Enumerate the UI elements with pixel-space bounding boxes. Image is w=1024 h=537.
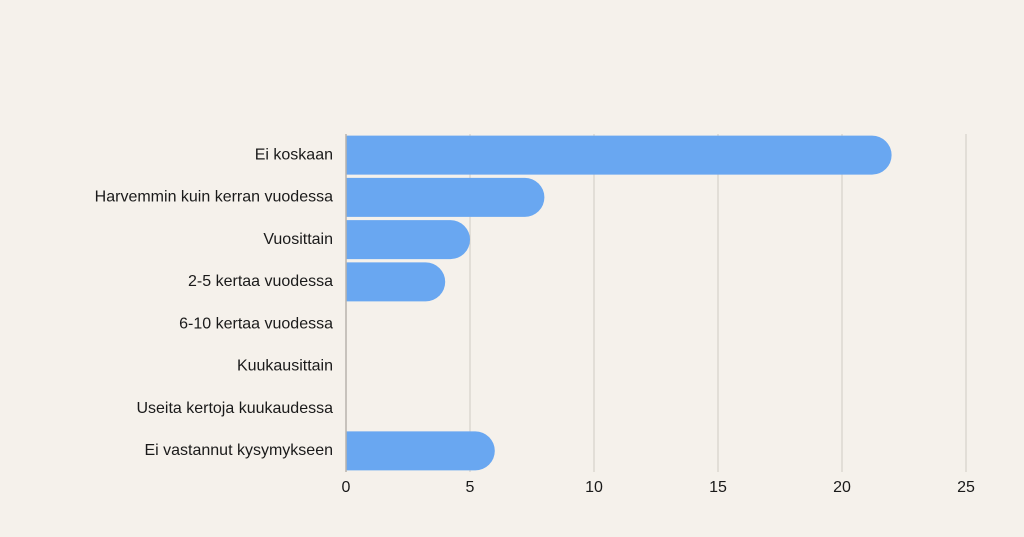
bar-8 [346, 431, 495, 471]
x-tick-label: 20 [833, 479, 851, 496]
x-tick-label: 0 [342, 479, 351, 496]
category-label: Kuukausittain [237, 358, 333, 375]
bars [346, 135, 892, 471]
x-tick-label: 15 [709, 479, 727, 496]
grid-lines [469, 134, 967, 472]
bar-2 [346, 177, 545, 217]
x-axis-ticks: 0 5 10 15 20 25 [342, 479, 975, 496]
category-labels: Ei koskaan Harvemmin kuin kerran vuodessa… [95, 146, 333, 459]
x-tick-label: 5 [466, 479, 475, 496]
category-label: 6-10 kertaa vuodessa [179, 315, 333, 332]
category-label: Harvemmin kuin kerran vuodessa [95, 189, 333, 206]
category-label: 2-5 kertaa vuodessa [188, 273, 333, 290]
x-tick-label: 10 [585, 479, 603, 496]
bar-1 [346, 135, 892, 175]
category-label: Ei vastannut kysymykseen [144, 442, 333, 459]
x-tick-label: 25 [957, 479, 975, 496]
category-label: Vuosittain [263, 231, 333, 248]
category-label: Ei koskaan [255, 146, 333, 163]
category-label: Useita kertoja kuukaudessa [136, 400, 333, 417]
bar-4 [346, 262, 446, 302]
bar-3 [346, 220, 470, 260]
